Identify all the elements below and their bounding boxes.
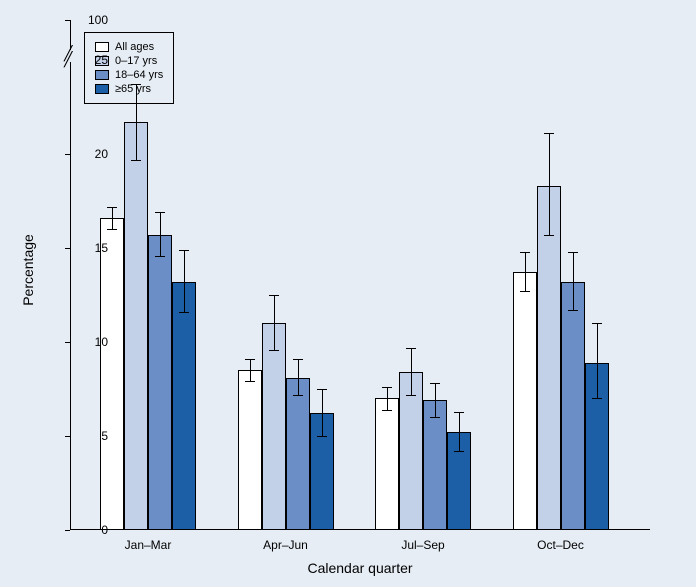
x-axis-title: Calendar quarter (307, 560, 412, 576)
error-cap (592, 398, 602, 399)
legend-label: 18–64 yrs (115, 69, 163, 81)
bar (513, 272, 537, 530)
legend-item: ≥65 yrs (95, 83, 163, 95)
bar (124, 122, 148, 530)
error-bar (136, 84, 137, 159)
bar (238, 370, 262, 530)
x-tick-label: Apr–Jun (263, 538, 308, 552)
bar (286, 378, 310, 530)
error-cap (317, 436, 327, 437)
error-cap (568, 310, 578, 311)
legend-item: All ages (95, 41, 163, 53)
y-tick-label: 5 (101, 429, 108, 443)
bar (423, 400, 447, 530)
plot-area: All ages0–17 yrs18–64 yrs≥65 yrs ╱╱Jan–M… (70, 20, 650, 530)
error-bar (322, 389, 323, 436)
error-bar (184, 250, 185, 312)
x-tick-label: Jan–Mar (125, 538, 172, 552)
y-tick-label: 100 (88, 13, 108, 27)
error-cap (520, 291, 530, 292)
error-bar (435, 383, 436, 417)
error-cap (568, 252, 578, 253)
x-tick-label: Oct–Dec (537, 538, 584, 552)
y-axis-title: Percentage (20, 234, 36, 306)
error-cap (155, 256, 165, 257)
error-bar (112, 207, 113, 230)
bar (148, 235, 172, 530)
bar (100, 218, 124, 530)
error-cap (107, 229, 117, 230)
error-cap (179, 250, 189, 251)
axis-break-icon: ╱╱ (64, 50, 72, 62)
x-tick-label: Jul–Sep (401, 538, 444, 552)
error-cap (293, 395, 303, 396)
legend-swatch (95, 70, 109, 80)
legend-label: 0–17 yrs (115, 55, 157, 67)
legend-swatch (95, 84, 109, 94)
error-cap (454, 451, 464, 452)
error-cap (454, 412, 464, 413)
error-bar (274, 295, 275, 350)
error-bar (459, 412, 460, 451)
y-axis (70, 20, 71, 530)
bar (375, 398, 399, 530)
legend-label: All ages (115, 41, 154, 53)
bar (262, 323, 286, 530)
legend: All ages 0–17 yrs 18–64 yrs ≥65 yrs (84, 32, 174, 104)
error-bar (573, 252, 574, 310)
error-cap (430, 417, 440, 418)
y-tick (65, 436, 70, 437)
y-tick (65, 342, 70, 343)
bar (561, 282, 585, 530)
error-cap (382, 387, 392, 388)
error-cap (155, 212, 165, 213)
error-cap (269, 295, 279, 296)
error-cap (317, 389, 327, 390)
error-cap (131, 160, 141, 161)
error-cap (179, 312, 189, 313)
y-tick-label: 10 (95, 335, 108, 349)
y-tick-label: 20 (95, 147, 108, 161)
error-cap (245, 359, 255, 360)
error-bar (597, 323, 598, 398)
error-cap (382, 410, 392, 411)
error-cap (293, 359, 303, 360)
error-cap (245, 381, 255, 382)
error-cap (269, 350, 279, 351)
chart-container: All ages 0–17 yrs 18–64 yrs ≥65 yrs ╱╱ Jan–M… (0, 0, 696, 587)
y-tick (65, 248, 70, 249)
y-tick-label: 15 (95, 241, 108, 255)
y-tick-label: 0 (101, 523, 108, 537)
legend-swatch (95, 42, 109, 52)
error-cap (544, 235, 554, 236)
legend-item: 18–64 yrs (95, 69, 163, 81)
error-bar (387, 387, 388, 410)
y-tick-label: 25 (95, 53, 108, 67)
error-bar (525, 252, 526, 291)
bar (537, 186, 561, 530)
error-cap (406, 348, 416, 349)
error-bar (250, 359, 251, 382)
error-cap (107, 207, 117, 208)
y-tick (65, 20, 70, 21)
error-bar (298, 359, 299, 395)
error-cap (544, 133, 554, 134)
bar (172, 282, 196, 530)
y-tick (65, 530, 70, 531)
bar (399, 372, 423, 530)
error-cap (406, 395, 416, 396)
error-cap (430, 383, 440, 384)
error-bar (160, 212, 161, 255)
error-cap (520, 252, 530, 253)
error-bar (411, 348, 412, 395)
error-cap (592, 323, 602, 324)
error-bar (549, 133, 550, 235)
y-tick (65, 154, 70, 155)
error-cap (131, 84, 141, 85)
